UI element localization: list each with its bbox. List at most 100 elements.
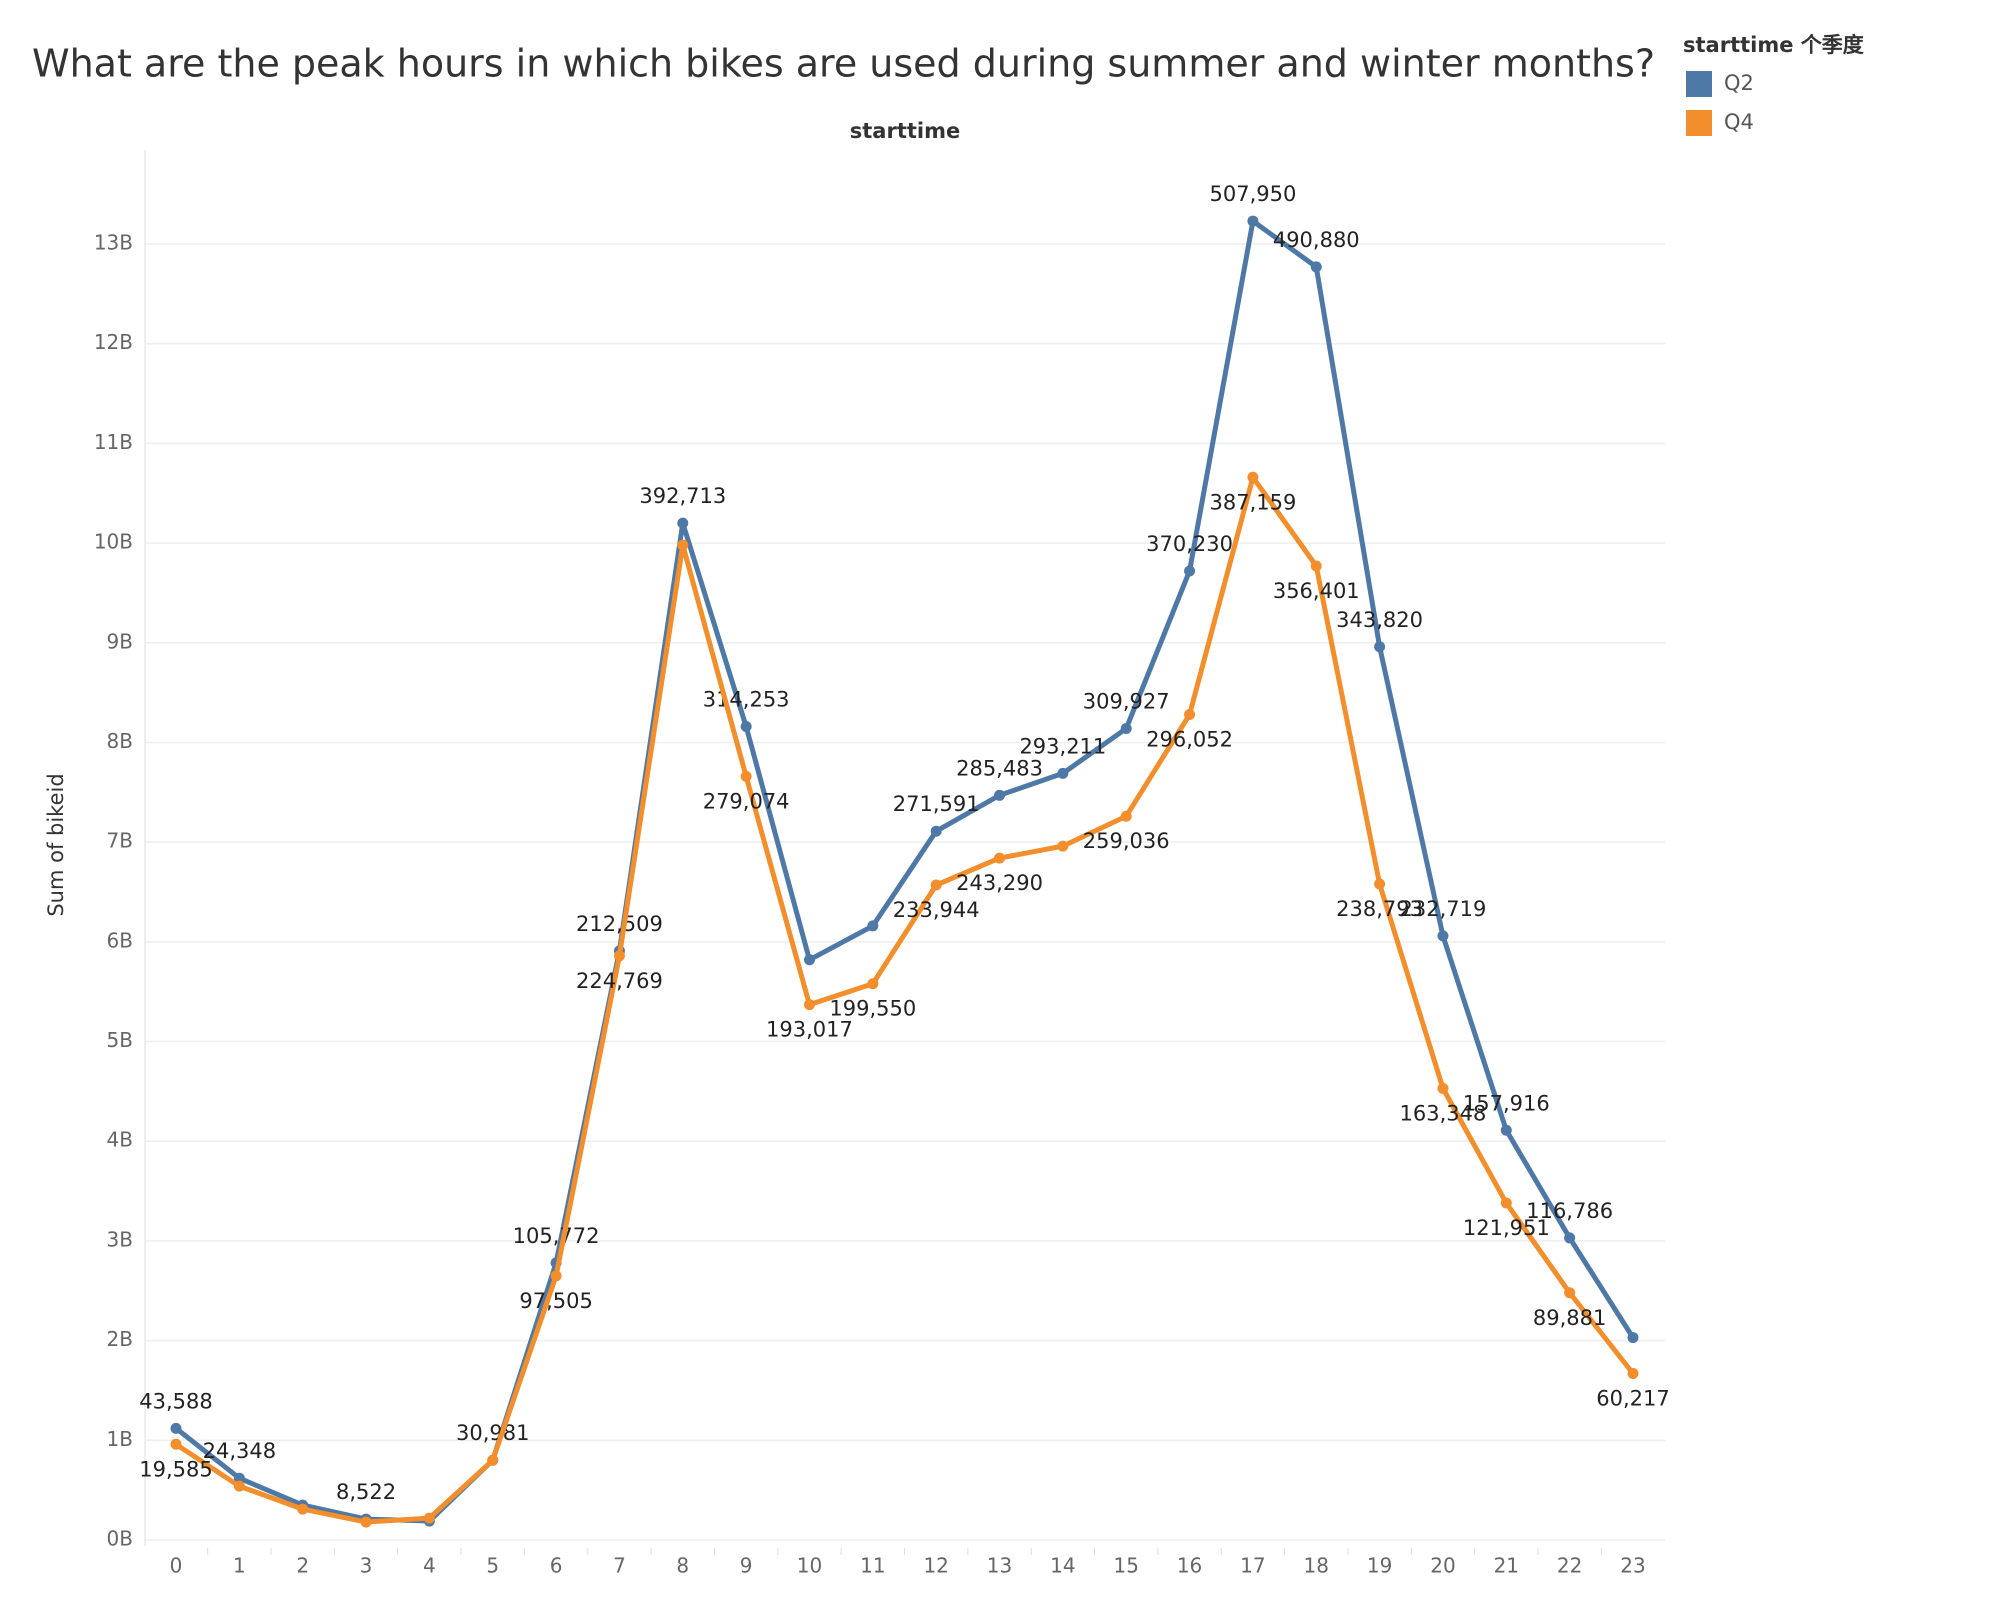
data-label: 105,772 [513, 1224, 600, 1248]
y-tick-label: 2B [107, 1327, 133, 1351]
point [1627, 1332, 1639, 1344]
point [1500, 1124, 1512, 1136]
x-tick-label: 8 [676, 1554, 689, 1578]
data-label: 30,981 [456, 1421, 529, 1445]
point [613, 950, 625, 962]
x-tick-label: 10 [797, 1554, 822, 1578]
data-label: 212,509 [576, 912, 663, 936]
x-tick-label: 0 [170, 1554, 183, 1578]
legend-title: starttime 个季度 [1683, 33, 1864, 57]
point [677, 539, 689, 551]
point [170, 1422, 182, 1434]
point [740, 721, 752, 733]
x-tick-label: 2 [296, 1554, 309, 1578]
x-tick-label: 9 [740, 1554, 753, 1578]
data-label: 490,880 [1273, 228, 1360, 252]
data-label: 279,074 [703, 789, 790, 813]
point [867, 920, 879, 932]
point [740, 770, 752, 782]
legend-label: Q2 [1724, 71, 1754, 95]
data-label: 370,230 [1146, 532, 1233, 556]
point [1374, 878, 1386, 890]
data-label: 296,052 [1146, 728, 1233, 752]
x-tick-label: 12 [923, 1554, 948, 1578]
data-label: 116,786 [1526, 1199, 1613, 1223]
x-tick-label: 5 [486, 1554, 499, 1578]
data-label: 157,916 [1463, 1091, 1550, 1115]
point [1310, 261, 1322, 273]
legend-label: Q4 [1724, 110, 1754, 134]
column-header: starttime [850, 119, 960, 143]
series-line [174, 474, 1635, 1525]
point [803, 954, 815, 966]
x-tick-label: 6 [550, 1554, 563, 1578]
x-tick-label: 20 [1430, 1554, 1455, 1578]
y-tick-label: 12B [94, 330, 133, 354]
data-label: 392,713 [639, 484, 726, 508]
data-label: 97,505 [519, 1289, 592, 1313]
y-tick-label: 7B [107, 829, 133, 853]
point [1057, 767, 1069, 779]
y-tick-label: 10B [94, 530, 133, 554]
data-label: 43,588 [139, 1389, 212, 1413]
point [297, 1503, 309, 1515]
data-label: 271,591 [893, 792, 980, 816]
point [677, 517, 689, 529]
data-label: 243,290 [956, 871, 1043, 895]
point [1564, 1232, 1576, 1244]
point [233, 1472, 245, 1484]
point [487, 1454, 499, 1466]
legend-swatch [1686, 71, 1712, 97]
data-label: 224,769 [576, 969, 663, 993]
x-tick-label: 21 [1494, 1554, 1519, 1578]
point [867, 978, 879, 990]
data-label: 199,550 [829, 997, 916, 1021]
y-tick-label: 1B [107, 1427, 133, 1451]
data-label: 285,483 [956, 756, 1043, 780]
point [994, 852, 1006, 864]
point [550, 1270, 562, 1282]
point [1564, 1287, 1576, 1299]
point [423, 1512, 435, 1524]
x-tick-label: 15 [1113, 1554, 1138, 1578]
y-axis-title: Sum of bikeid [44, 773, 68, 916]
series-line [174, 218, 1636, 1524]
x-tick-label: 1 [233, 1554, 246, 1578]
point [233, 1480, 245, 1492]
data-label: 19,585 [139, 1457, 212, 1481]
data-label: 238,793 [1336, 897, 1423, 921]
data-label: 24,348 [203, 1439, 276, 1463]
y-tick-label: 13B [94, 231, 133, 255]
data-label: 343,820 [1336, 608, 1423, 632]
data-label: 293,211 [1019, 734, 1106, 758]
data-label: 507,950 [1209, 182, 1296, 206]
point [994, 789, 1006, 801]
point [1247, 471, 1259, 483]
data-label: 193,017 [766, 1018, 853, 1042]
point [1310, 560, 1322, 572]
point [1184, 565, 1196, 577]
point [1500, 1197, 1512, 1209]
data-label: 163,348 [1400, 1101, 1487, 1125]
data-label: 259,036 [1083, 829, 1170, 853]
point [1437, 930, 1449, 942]
y-tick-label: 5B [107, 1028, 133, 1052]
point [930, 825, 942, 837]
point [1120, 810, 1132, 822]
point [170, 1438, 182, 1450]
legend-swatch [1686, 110, 1712, 136]
data-label: 387,159 [1209, 490, 1296, 514]
point [803, 999, 815, 1011]
data-label: 60,217 [1596, 1387, 1669, 1411]
data-label: 309,927 [1083, 690, 1170, 714]
point [1374, 641, 1386, 653]
x-tick-label: 11 [860, 1554, 885, 1578]
point [1627, 1368, 1639, 1380]
x-tick-label: 19 [1367, 1554, 1392, 1578]
x-tick-label: 16 [1177, 1554, 1202, 1578]
data-label: 89,881 [1533, 1306, 1606, 1330]
x-tick-label: 4 [423, 1554, 436, 1578]
point [360, 1516, 372, 1528]
point [930, 879, 942, 891]
